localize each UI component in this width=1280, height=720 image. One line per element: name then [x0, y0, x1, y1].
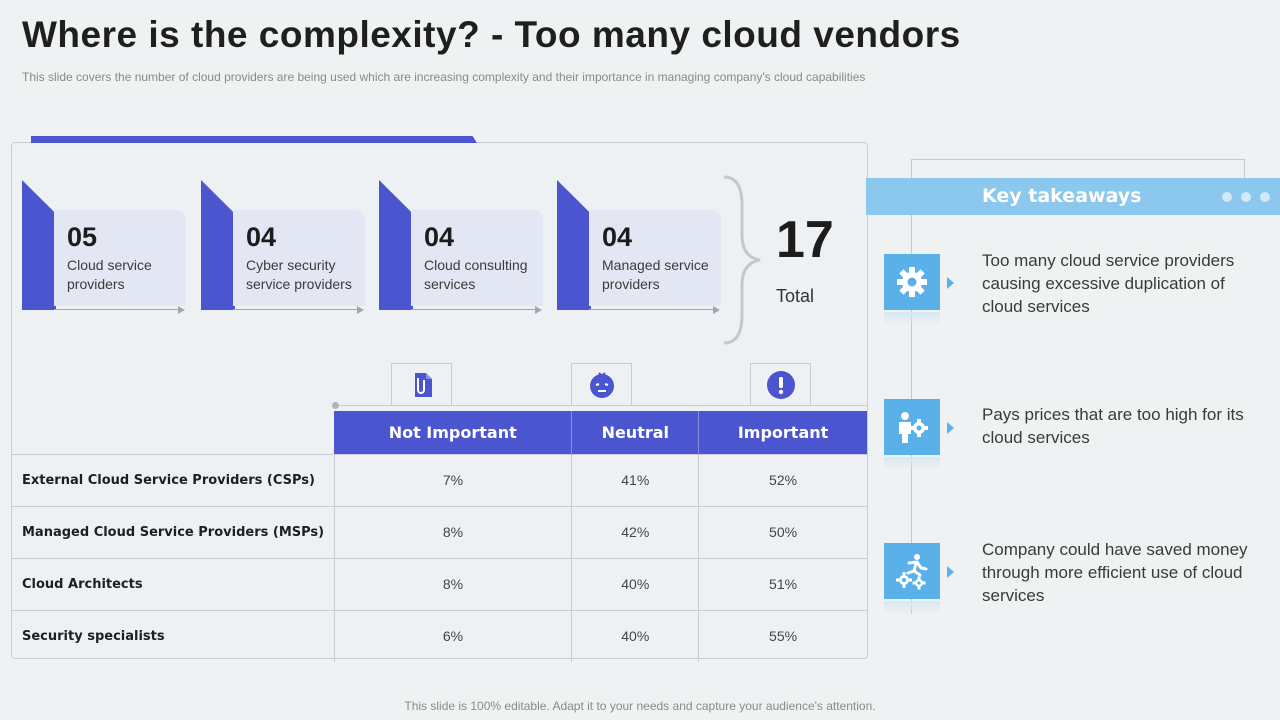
stat-number: 04	[246, 222, 277, 252]
footer-note: This slide is 100% editable. Adapt it to…	[404, 699, 876, 713]
stat-label: Cloud consulting services	[424, 257, 528, 292]
card-flag	[22, 180, 56, 310]
stat-label: Cyber security service providers	[246, 257, 352, 292]
cell-value: 50%	[698, 505, 867, 558]
takeaways-header: Key takeaways	[866, 178, 1280, 215]
arrow-right-icon	[178, 306, 185, 314]
arrow-right-icon	[713, 306, 720, 314]
table-row: Managed Cloud Service Providers (MSPs) 8…	[12, 505, 867, 558]
arrow-right-icon	[947, 277, 954, 289]
total-label: Total	[776, 286, 815, 306]
cell-value: 42%	[571, 505, 700, 558]
accent-bar	[31, 136, 477, 143]
cell-value: 41%	[571, 453, 700, 506]
gear-icon	[884, 254, 940, 310]
table-top-line	[335, 405, 867, 406]
card-flag	[379, 180, 413, 310]
curly-brace-icon	[723, 175, 761, 345]
cell-value: 8%	[334, 557, 573, 610]
card-body	[233, 210, 365, 306]
cell-value: 7%	[334, 453, 573, 506]
icon-reflection	[884, 457, 940, 471]
table-row: External Cloud Service Providers (CSPs) …	[12, 453, 867, 506]
row-label: Security specialists	[12, 609, 335, 662]
cell-value: 8%	[334, 505, 573, 558]
arrow-right-icon	[535, 306, 542, 314]
cell-value: 40%	[571, 557, 700, 610]
total-number: 17	[776, 211, 834, 269]
takeaways-title: Key takeaways	[982, 185, 1142, 207]
importance-table: Not Important Neutral Important External…	[12, 411, 867, 662]
cell-value: 6%	[334, 609, 573, 662]
table-row: Cloud Architects 8% 40% 51%	[12, 557, 867, 610]
arrow-right-icon	[947, 422, 954, 434]
stat-card-cyber-security: 04 Cyber security service providers	[201, 180, 365, 314]
card-flag	[557, 180, 591, 310]
header-important: Important	[698, 411, 867, 454]
card-arrow-line	[54, 309, 182, 310]
header-not-important: Not Important	[334, 411, 573, 454]
stat-card-managed-service: 04 Managed service providers	[557, 180, 721, 314]
stat-card-cloud-service-providers: 05 Cloud service providers	[22, 180, 186, 314]
table-row: Security specialists 6% 40% 55%	[12, 609, 867, 662]
row-label: External Cloud Service Providers (CSPs)	[12, 453, 335, 506]
card-body	[54, 210, 186, 306]
cell-value: 40%	[571, 609, 700, 662]
exclamation-icon	[750, 363, 811, 405]
takeaway-text: Company could have saved money through m…	[982, 540, 1248, 605]
page-subtitle: This slide covers the number of cloud pr…	[22, 70, 866, 84]
arrow-right-icon	[357, 306, 364, 314]
takeaway-text: Too many cloud service providers causing…	[982, 251, 1235, 316]
document-clip-icon	[391, 363, 452, 405]
cell-value: 52%	[698, 453, 867, 506]
takeaways-frame	[911, 159, 1245, 179]
table-header-blank	[12, 411, 334, 454]
card-body	[589, 210, 721, 306]
stat-label: Cloud service providers	[67, 257, 152, 292]
stat-number: 04	[424, 222, 455, 252]
cell-value: 55%	[698, 609, 867, 662]
neutral-face-icon	[571, 363, 632, 405]
row-label: Cloud Architects	[12, 557, 335, 610]
takeaway-text: Pays prices that are too high for its cl…	[982, 405, 1244, 447]
person-gear-icon	[884, 399, 940, 455]
row-label: Managed Cloud Service Providers (MSPs)	[12, 505, 335, 558]
card-arrow-line	[411, 309, 539, 310]
icon-reflection	[884, 312, 940, 326]
runner-gears-icon	[884, 543, 940, 599]
card-body	[411, 210, 543, 306]
arrow-right-icon	[947, 566, 954, 578]
cell-value: 51%	[698, 557, 867, 610]
card-flag	[201, 180, 235, 310]
card-arrow-line	[233, 309, 361, 310]
stat-number: 05	[67, 222, 98, 252]
header-neutral: Neutral	[571, 411, 700, 454]
card-arrow-line	[589, 309, 717, 310]
stat-card-cloud-consulting: 04 Cloud consulting services	[379, 180, 543, 314]
stat-label: Managed service providers	[602, 257, 709, 292]
stat-number: 04	[602, 222, 633, 252]
table-line-dot	[332, 402, 339, 409]
page-title: Where is the complexity? - Too many clou…	[22, 14, 961, 55]
icon-reflection	[884, 601, 940, 615]
dots-icon	[1222, 192, 1270, 202]
